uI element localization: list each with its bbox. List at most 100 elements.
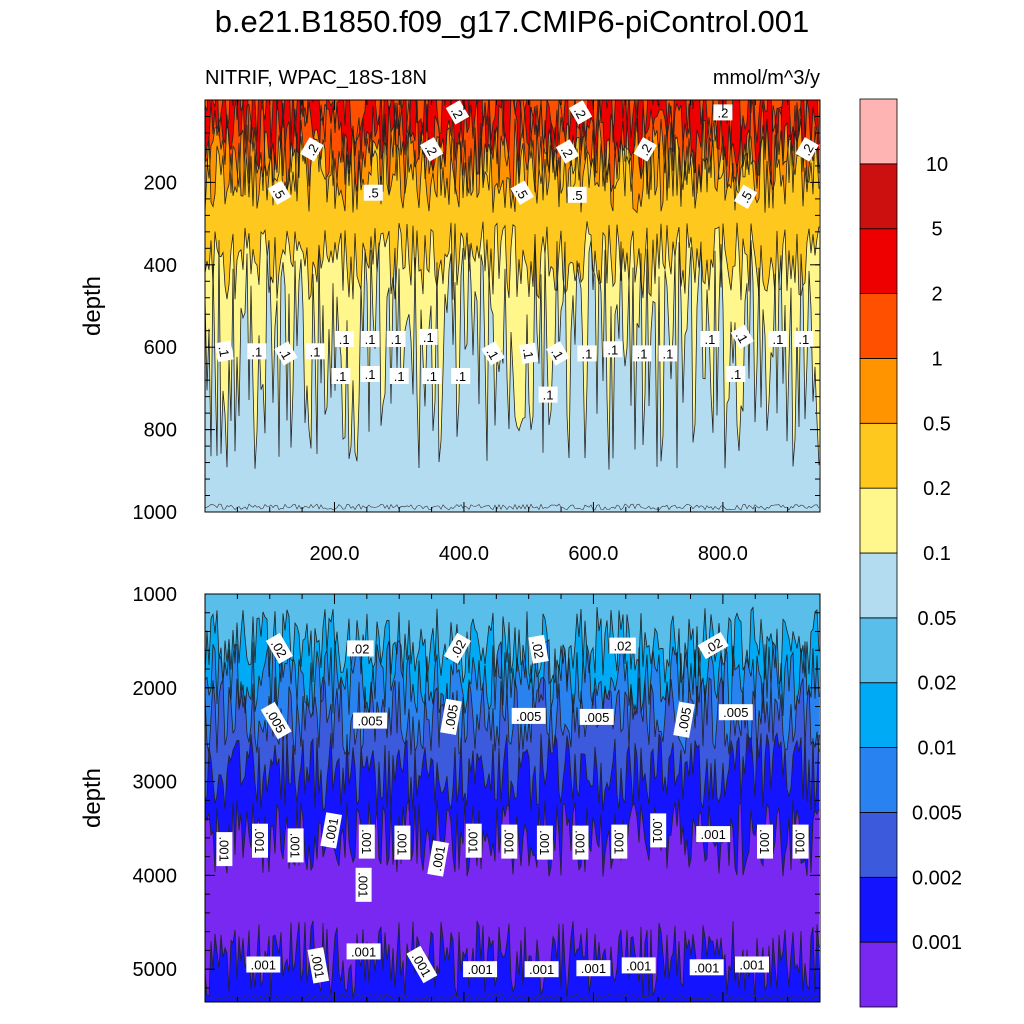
contour-label: .2 — [568, 100, 593, 125]
contour-line — [205, 798, 820, 877]
svg-text:.02: .02 — [529, 639, 547, 659]
contour-label: .1 — [214, 340, 234, 363]
contour-label: .001 — [611, 824, 628, 859]
x-tick-label: 200.0 — [309, 543, 359, 565]
contour-label: .1 — [519, 342, 539, 365]
colorbar-label: 5 — [931, 219, 942, 241]
contour-band-0.02-0.05 — [205, 594, 820, 685]
colorbar-swatch — [859, 941, 898, 1008]
colorbar-label: 0.1 — [923, 543, 951, 565]
colorbar-label: 0.005 — [912, 802, 962, 824]
colorbar-swatch — [859, 98, 898, 165]
colorbar-swatch — [859, 163, 898, 230]
svg-text:.001: .001 — [467, 962, 492, 977]
svg-text:.1: .1 — [365, 367, 376, 382]
contour-label: .001 — [465, 823, 482, 858]
colorbar-swatch — [859, 422, 898, 489]
contour-label: .001 — [501, 824, 518, 859]
svg-text:.1: .1 — [339, 332, 350, 347]
svg-text:.1: .1 — [391, 332, 402, 347]
contour-label: .001 — [320, 812, 343, 849]
y-tick-label: 1000 — [133, 584, 178, 606]
contour-label: .1 — [538, 386, 558, 403]
contour-label: .001 — [735, 956, 769, 973]
contour-label: .001 — [792, 824, 809, 859]
contour-label: .1 — [700, 331, 720, 347]
colorbar-label: 0.01 — [918, 738, 957, 760]
units-label: mmol/m^3/y — [713, 67, 820, 89]
contour-label: .2 — [633, 137, 657, 162]
colorbar-swatch — [859, 682, 898, 748]
contour-label: .2 — [445, 100, 470, 125]
contour-label: .1 — [546, 341, 570, 366]
contour-line — [205, 676, 820, 756]
svg-text:.2: .2 — [717, 105, 728, 120]
contour-line — [205, 221, 820, 301]
svg-text:.001: .001 — [537, 830, 552, 855]
svg-text:.1: .1 — [251, 344, 262, 359]
plot-area: .02.02.02.02.02.02.005.005.005.005.005.0… — [205, 594, 820, 1002]
svg-text:.1: .1 — [394, 369, 405, 384]
plot-frame — [204, 593, 821, 1003]
contour-label: .5 — [733, 184, 758, 210]
contour-label: .2 — [713, 104, 733, 121]
contour-label: .001 — [536, 825, 553, 860]
svg-text:.001: .001 — [701, 827, 726, 842]
y-tick-label: 600 — [144, 337, 177, 359]
contour-label: .1 — [331, 368, 351, 384]
svg-text:.1: .1 — [365, 332, 376, 347]
contour-label: .2 — [419, 137, 444, 162]
contour-label: .1 — [726, 366, 746, 382]
contour-label: .005 — [579, 708, 614, 725]
contour-label: .005 — [718, 704, 753, 721]
colorbar-label: 0.001 — [912, 932, 962, 954]
contour-label: .1 — [386, 331, 406, 347]
contour-label: .001 — [287, 828, 304, 863]
contour-label: .001 — [216, 832, 233, 867]
contour-label: .1 — [305, 343, 325, 360]
contour-label: .001 — [757, 824, 773, 859]
contour-line — [205, 639, 820, 718]
contour-label: .1 — [481, 341, 505, 366]
contour-line — [205, 920, 820, 999]
svg-text:.001: .001 — [501, 829, 516, 854]
contour-label: .1 — [632, 345, 652, 362]
contour-label: .5 — [567, 186, 587, 203]
svg-text:.1: .1 — [798, 332, 809, 347]
svg-text:.1: .1 — [607, 342, 618, 357]
svg-text:.001: .001 — [394, 830, 409, 855]
svg-text:.001: .001 — [793, 829, 808, 854]
y-tick-label: 3000 — [133, 772, 178, 794]
svg-text:.02: .02 — [351, 641, 369, 656]
svg-text:.001: .001 — [573, 830, 588, 855]
svg-text:.001: .001 — [529, 962, 554, 977]
svg-text:.1: .1 — [543, 388, 554, 403]
contour-label: .1 — [451, 368, 471, 384]
colorbar-swatch — [859, 812, 898, 878]
contour-label: .1 — [274, 341, 298, 366]
svg-text:.001: .001 — [611, 829, 626, 854]
contour-band-0.005-0.01 — [205, 639, 819, 755]
contour-label: .001 — [572, 825, 589, 860]
contour-label: .001 — [696, 826, 731, 843]
svg-text:.001: .001 — [626, 958, 651, 973]
y-tick-label: 200 — [144, 172, 177, 194]
svg-text:.005: .005 — [723, 705, 748, 720]
contour-label: .001 — [358, 824, 375, 859]
plot-area: .2.2.2.2.2.2.2.2.5.5.5.5.5.1.1.1.1.1.1.1… — [205, 100, 820, 512]
panel-deep-ocean: .02.02.02.02.02.02.005.005.005.005.005.0… — [79, 584, 821, 1003]
contour-label: .1 — [418, 328, 438, 345]
y-tick-label: 5000 — [133, 959, 178, 981]
svg-text:.001: .001 — [322, 817, 341, 845]
svg-text:.001: .001 — [252, 828, 267, 853]
svg-text:.1: .1 — [310, 344, 321, 359]
colorbar-label: 0.05 — [918, 608, 957, 630]
svg-text:.001: .001 — [308, 952, 327, 980]
contour-label: .5 — [510, 180, 534, 205]
svg-text:.001: .001 — [356, 872, 371, 897]
contour-band-0.001-0.002 — [205, 733, 819, 877]
contour-label: .1 — [360, 331, 380, 347]
contour-line — [205, 503, 820, 511]
colorbar-label: 0.2 — [923, 478, 951, 500]
contour-label: .005 — [511, 707, 546, 724]
